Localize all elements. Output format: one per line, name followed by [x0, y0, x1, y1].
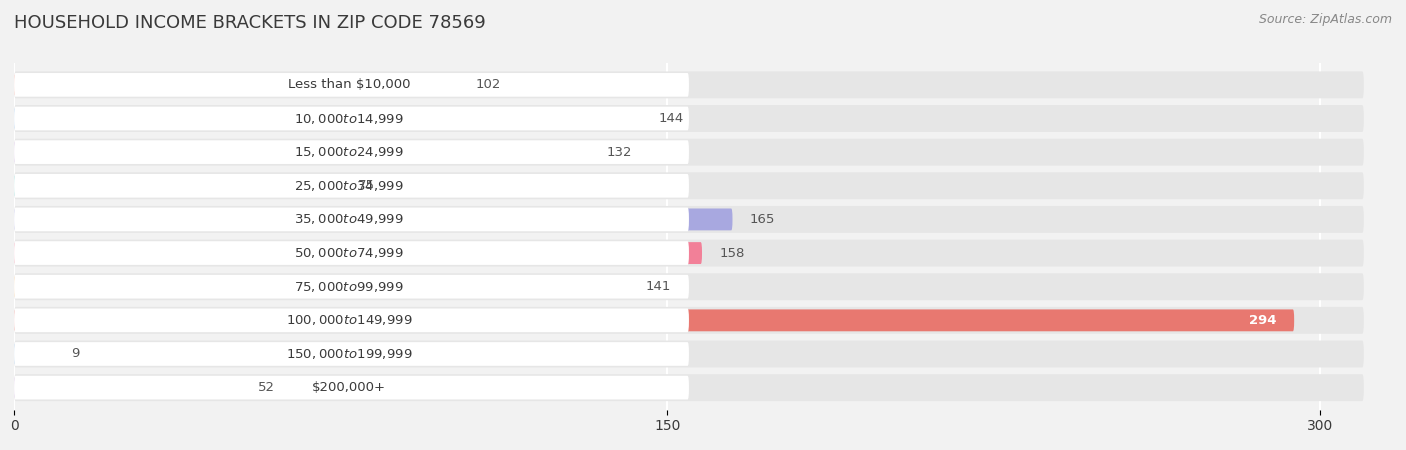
FancyBboxPatch shape	[14, 273, 1364, 300]
Text: 75: 75	[359, 179, 375, 192]
FancyBboxPatch shape	[14, 310, 1294, 331]
FancyBboxPatch shape	[14, 172, 1364, 199]
FancyBboxPatch shape	[14, 309, 689, 332]
FancyBboxPatch shape	[14, 174, 689, 198]
FancyBboxPatch shape	[14, 73, 689, 97]
FancyBboxPatch shape	[14, 239, 1364, 266]
Text: Source: ZipAtlas.com: Source: ZipAtlas.com	[1258, 14, 1392, 27]
FancyBboxPatch shape	[14, 107, 689, 130]
FancyBboxPatch shape	[14, 208, 733, 230]
FancyBboxPatch shape	[14, 175, 340, 197]
Text: $200,000+: $200,000+	[312, 381, 387, 394]
FancyBboxPatch shape	[14, 74, 458, 96]
FancyBboxPatch shape	[14, 139, 1364, 166]
FancyBboxPatch shape	[14, 140, 689, 164]
Text: Less than $10,000: Less than $10,000	[288, 78, 411, 91]
FancyBboxPatch shape	[14, 141, 589, 163]
Text: $75,000 to $99,999: $75,000 to $99,999	[294, 280, 404, 294]
Text: $25,000 to $34,999: $25,000 to $34,999	[294, 179, 404, 193]
FancyBboxPatch shape	[14, 374, 1364, 401]
FancyBboxPatch shape	[14, 207, 689, 231]
Text: $100,000 to $149,999: $100,000 to $149,999	[285, 313, 412, 327]
FancyBboxPatch shape	[14, 376, 689, 400]
Text: 102: 102	[475, 78, 501, 91]
Text: 52: 52	[257, 381, 276, 394]
FancyBboxPatch shape	[14, 342, 689, 366]
FancyBboxPatch shape	[14, 72, 1364, 98]
Text: $50,000 to $74,999: $50,000 to $74,999	[294, 246, 404, 260]
Text: HOUSEHOLD INCOME BRACKETS IN ZIP CODE 78569: HOUSEHOLD INCOME BRACKETS IN ZIP CODE 78…	[14, 14, 486, 32]
FancyBboxPatch shape	[14, 241, 689, 265]
Text: 165: 165	[749, 213, 775, 226]
FancyBboxPatch shape	[14, 105, 1364, 132]
Text: 158: 158	[720, 247, 745, 260]
FancyBboxPatch shape	[14, 275, 689, 298]
FancyBboxPatch shape	[14, 206, 1364, 233]
Text: $150,000 to $199,999: $150,000 to $199,999	[285, 347, 412, 361]
FancyBboxPatch shape	[14, 108, 641, 130]
Text: 9: 9	[70, 347, 79, 360]
FancyBboxPatch shape	[14, 341, 1364, 368]
Text: 141: 141	[645, 280, 671, 293]
Text: 294: 294	[1250, 314, 1277, 327]
Text: $15,000 to $24,999: $15,000 to $24,999	[294, 145, 404, 159]
FancyBboxPatch shape	[14, 242, 702, 264]
FancyBboxPatch shape	[14, 307, 1364, 334]
FancyBboxPatch shape	[14, 276, 628, 297]
FancyBboxPatch shape	[14, 343, 53, 365]
Text: $35,000 to $49,999: $35,000 to $49,999	[294, 212, 404, 226]
Text: 144: 144	[658, 112, 683, 125]
FancyBboxPatch shape	[14, 377, 240, 399]
Text: 132: 132	[606, 146, 631, 159]
Text: $10,000 to $14,999: $10,000 to $14,999	[294, 112, 404, 126]
